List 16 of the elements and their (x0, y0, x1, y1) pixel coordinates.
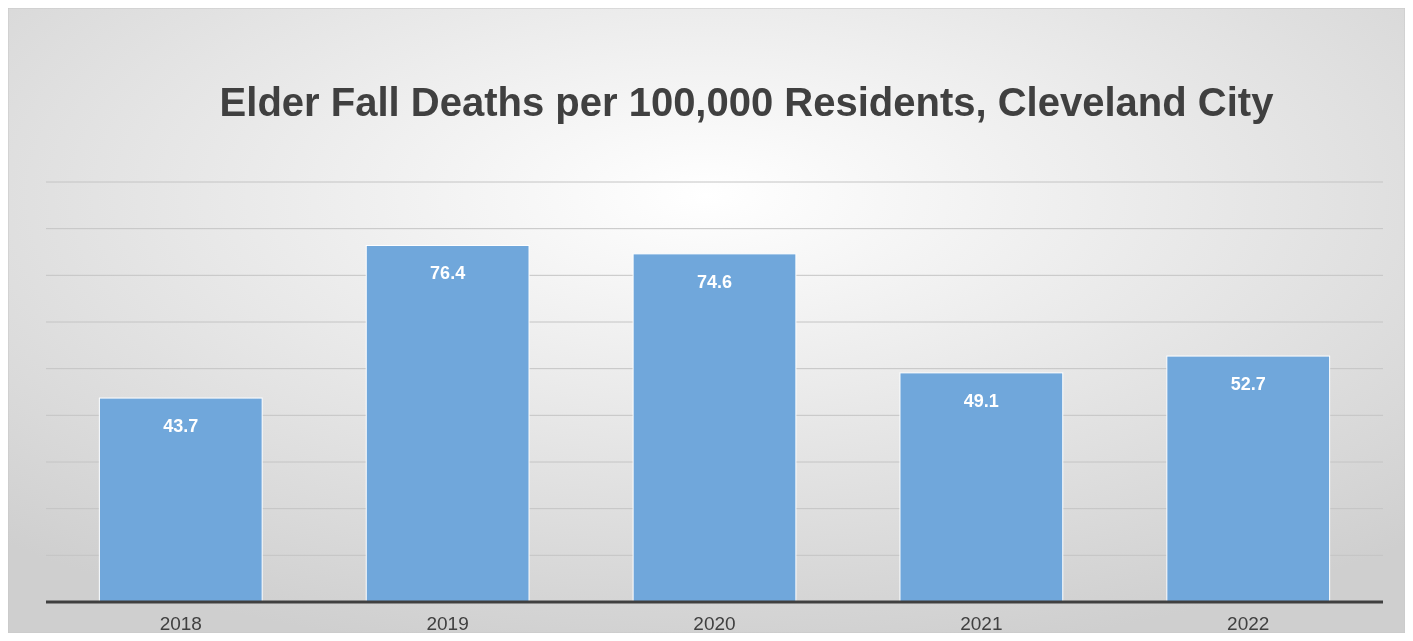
data-label: 74.6 (696, 271, 733, 292)
data-label: 43.7 (163, 416, 199, 437)
chart-title: Elder Fall Deaths per 100,000 Residents, Cleveland City (219, 80, 1275, 124)
data-label: 52.7 (1230, 374, 1266, 395)
bar (899, 372, 1064, 603)
x-tick-label: 2018 (159, 613, 202, 634)
bar (1166, 355, 1331, 603)
x-tick-label: 2019 (426, 613, 469, 634)
bar (98, 397, 263, 603)
x-tick-label: 2020 (693, 613, 736, 634)
bar (632, 253, 797, 603)
x-tick-label: 2021 (960, 613, 1003, 634)
data-label: 76.4 (430, 263, 466, 284)
data-label: 49.1 (963, 390, 999, 411)
x-tick-label: 2022 (1227, 613, 1270, 634)
bar (365, 244, 530, 603)
